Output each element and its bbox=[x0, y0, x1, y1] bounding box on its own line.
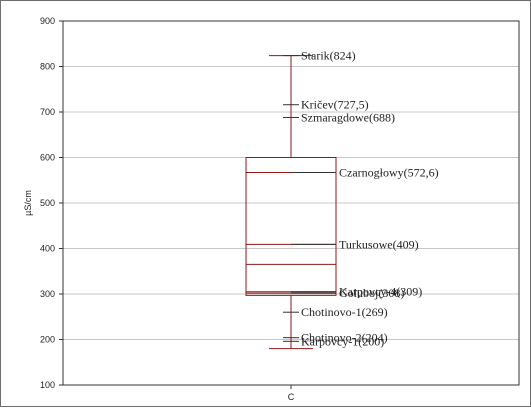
y-tick-label: 400 bbox=[40, 244, 55, 254]
point-label: Kričev(727,5) bbox=[301, 98, 369, 112]
y-axis-label: µS/cm bbox=[23, 190, 33, 216]
point-label: Goluboj(308) bbox=[339, 286, 404, 300]
point-labels: Starik(824) Kričev(727,5)Szmaragdowe(688)… bbox=[283, 49, 439, 348]
y-ticks: 100 200 300 400 500 600 700 800 900 bbox=[40, 16, 292, 390]
point-label: Chotinovo-1(269) bbox=[301, 305, 388, 319]
y-tick-label: 300 bbox=[40, 289, 55, 299]
y-tick-label: 800 bbox=[40, 62, 55, 72]
y-tick-label: 700 bbox=[40, 107, 55, 117]
x-category-label: C bbox=[288, 392, 295, 402]
y-tick-label: 900 bbox=[40, 16, 55, 26]
point-label: Chotinovo-2(204) bbox=[301, 331, 388, 345]
y-tick-label: 100 bbox=[40, 380, 55, 390]
point-label: Karpovcy-1(200) bbox=[301, 334, 384, 348]
y-tick-label: 600 bbox=[40, 153, 55, 163]
point-label: Karpovcy-4(309) bbox=[339, 285, 422, 299]
point-label: Turkusowe(409) bbox=[339, 237, 419, 251]
y-tick-label: 200 bbox=[40, 335, 55, 345]
point-label: Starik(824) bbox=[301, 49, 356, 63]
point-label: Czarnogłowy(572,6) bbox=[339, 166, 439, 180]
y-tick-label: 500 bbox=[40, 198, 55, 208]
point-label: Szmaragdowe(688) bbox=[301, 110, 395, 124]
box-iqr bbox=[245, 157, 337, 296]
